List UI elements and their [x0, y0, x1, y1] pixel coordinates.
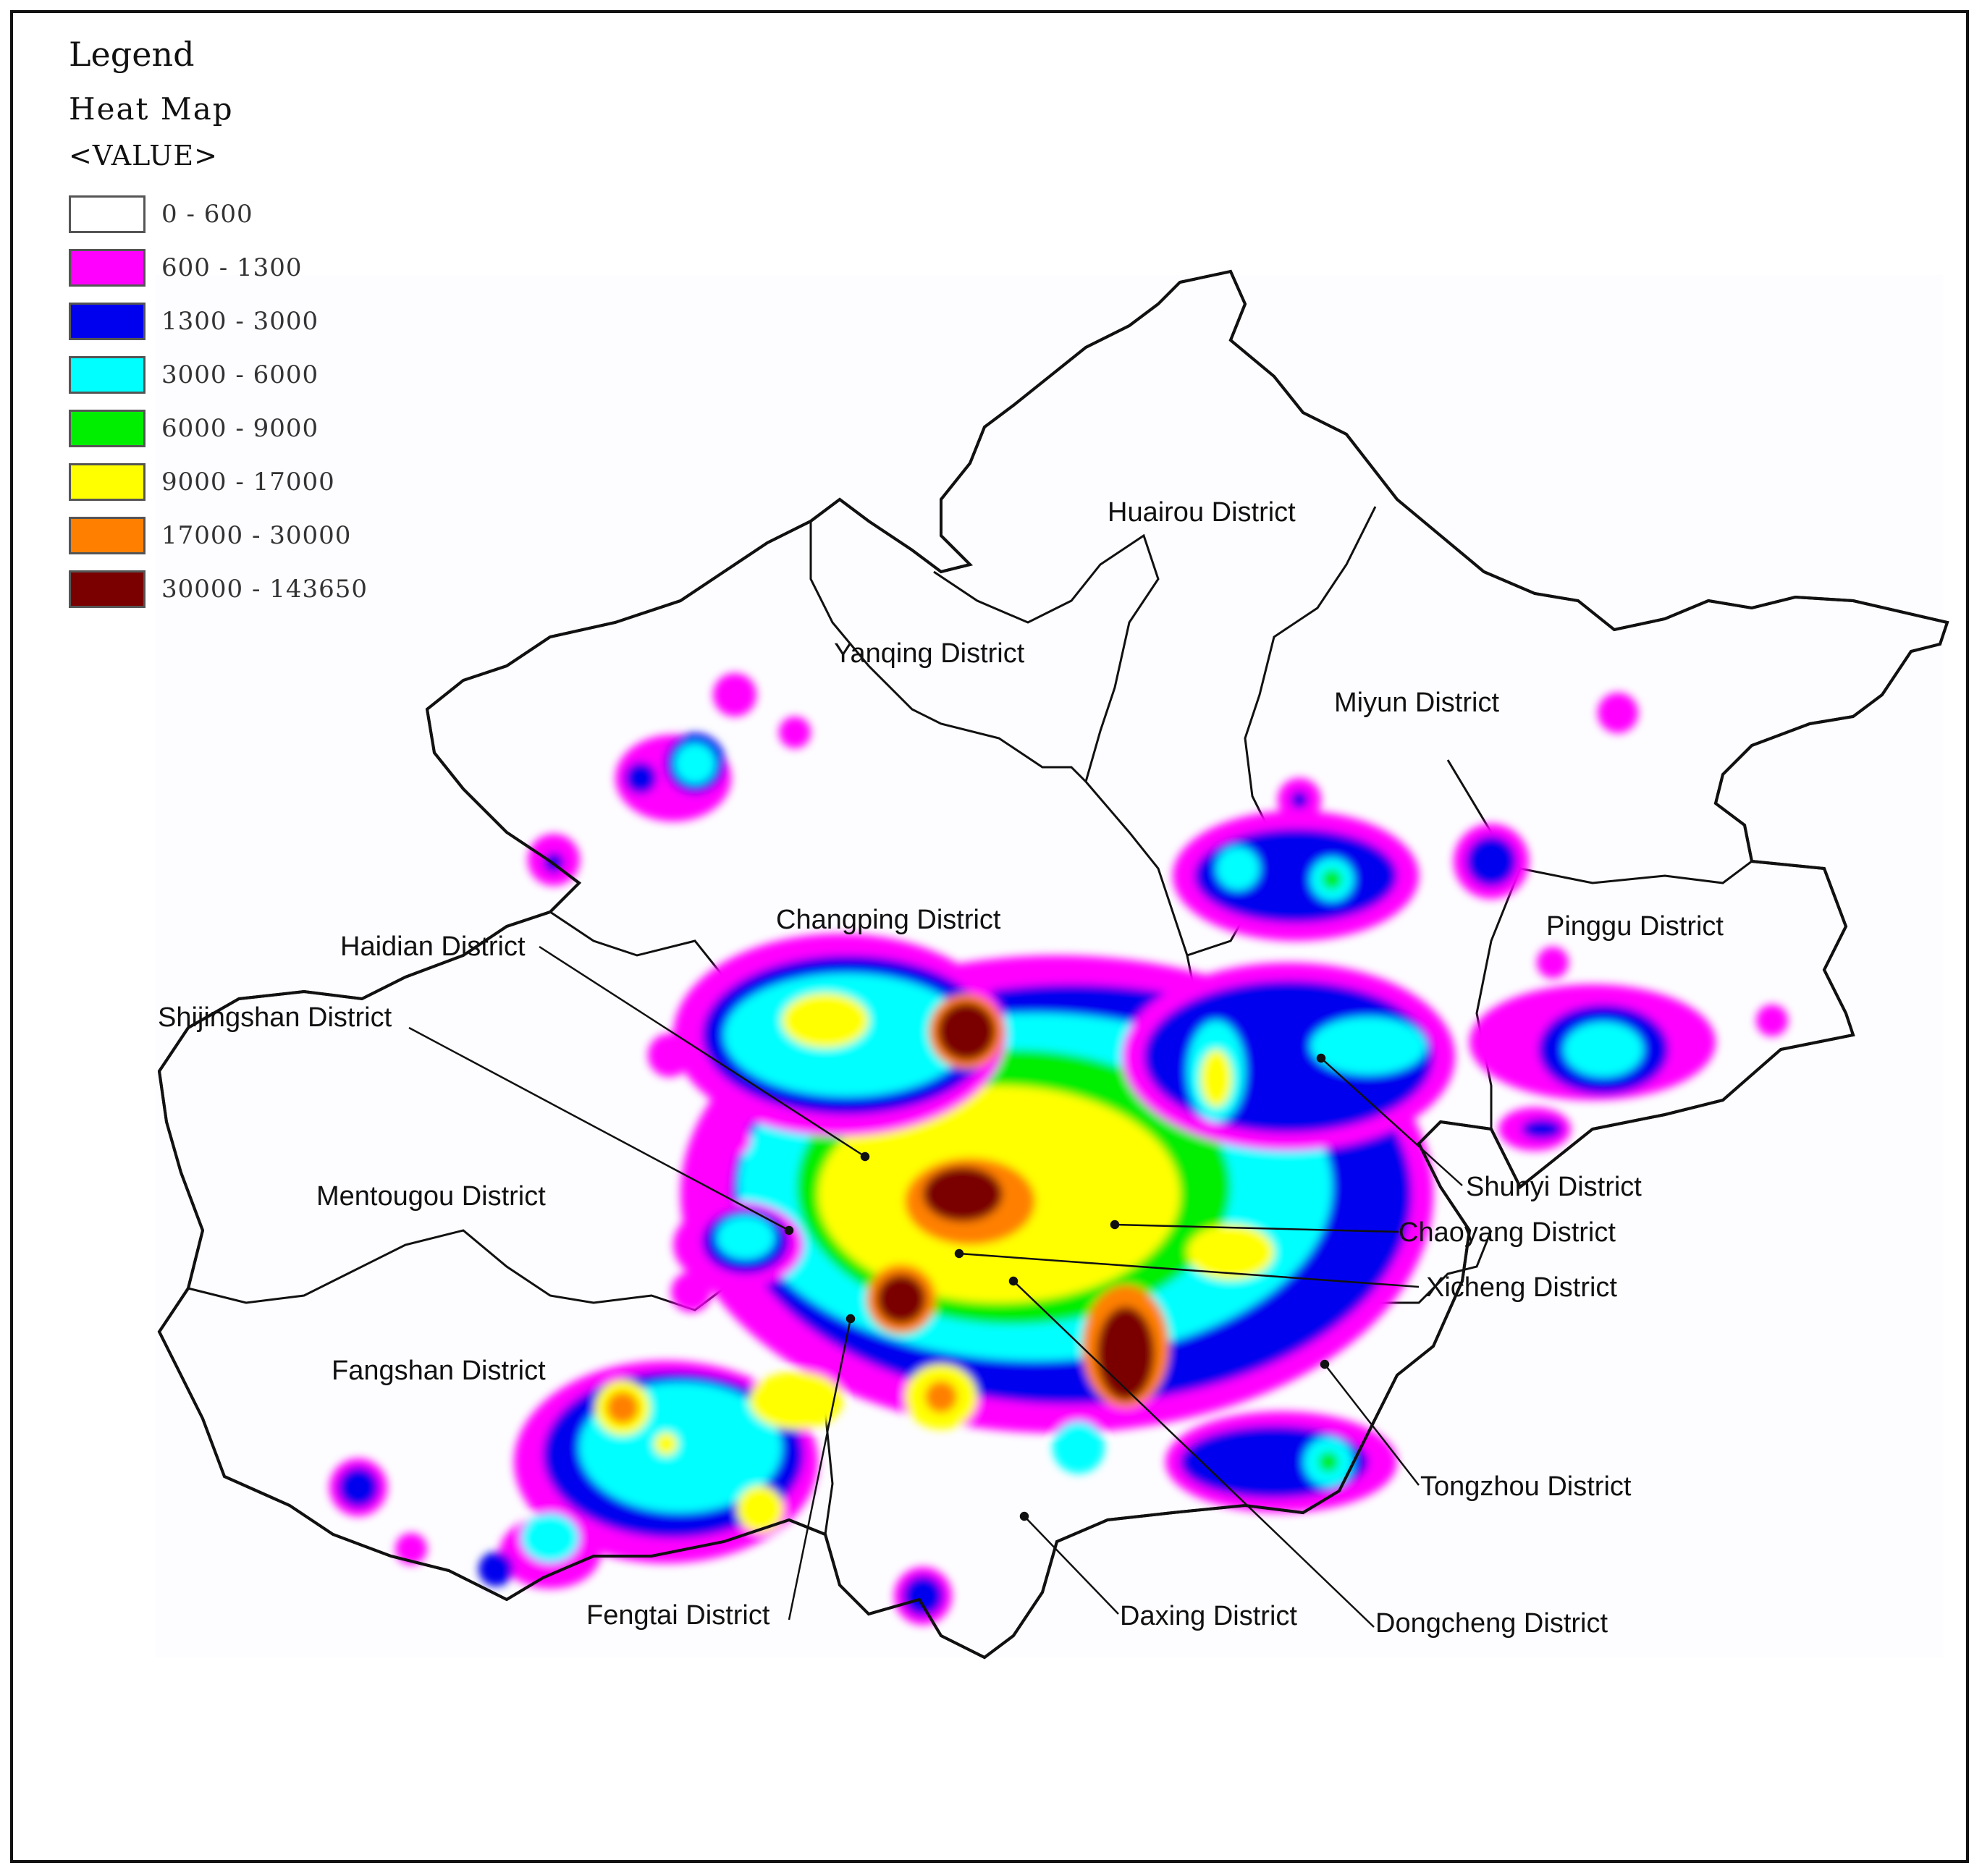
legend-classes: 0 - 600 600 - 1300 1300 - 3000 3000 - 6000 6…: [69, 187, 368, 616]
legend-swatch: [69, 463, 146, 501]
label-fangshan: Fangshan District: [332, 1356, 546, 1386]
label-tongzhou: Tongzhou District: [1420, 1471, 1632, 1502]
label-dongcheng: Dongcheng District: [1375, 1608, 1608, 1639]
legend-swatch: [69, 570, 146, 608]
label-shijingshan: Shijingshan District: [158, 1002, 392, 1033]
district-labels: Huairou District Yanqing District Miyun …: [158, 497, 1724, 1639]
legend-subtitle: Heat Map: [69, 91, 234, 127]
legend-label: 6000 - 9000: [161, 414, 319, 443]
legend-label: 30000 - 143650: [161, 575, 368, 604]
legend-row: 600 - 1300: [69, 241, 368, 295]
legend-row: 17000 - 30000: [69, 509, 368, 562]
legend-label: 9000 - 17000: [161, 468, 335, 497]
label-haidian: Haidian District: [340, 931, 526, 962]
legend-label: 3000 - 6000: [161, 360, 319, 389]
legend-swatch: [69, 517, 146, 554]
label-miyun: Miyun District: [1334, 688, 1499, 718]
label-fengtai: Fengtai District: [586, 1600, 770, 1631]
label-chaoyang: Chaoyang District: [1399, 1217, 1616, 1248]
legend-label: 17000 - 30000: [161, 521, 352, 550]
heat-layer: [329, 673, 1788, 1625]
legend-label: 0 - 600: [161, 200, 253, 229]
legend-row: 9000 - 17000: [69, 455, 368, 509]
legend-swatch: [69, 303, 146, 340]
legend-row: 6000 - 9000: [69, 402, 368, 455]
legend-row: 3000 - 6000: [69, 348, 368, 402]
label-huairou: Huairou District: [1108, 497, 1296, 528]
label-xicheng: Xicheng District: [1426, 1272, 1617, 1303]
legend-row: 0 - 600: [69, 187, 368, 241]
label-mentougou: Mentougou District: [316, 1181, 546, 1212]
legend-field: <VALUE>: [69, 140, 218, 172]
label-changping: Changping District: [776, 905, 1001, 935]
label-yanqing: Yanqing District: [834, 638, 1025, 669]
label-daxing: Daxing District: [1120, 1601, 1297, 1631]
legend-label: 1300 - 3000: [161, 307, 319, 336]
leader-lines: [408, 945, 1463, 1628]
label-pinggu: Pinggu District: [1546, 911, 1724, 942]
legend-swatch: [69, 195, 146, 233]
legend: Legend Heat Map <VALUE> 0 - 600 600 - 130…: [69, 35, 368, 616]
legend-title: Legend: [69, 35, 195, 74]
legend-swatch: [69, 249, 146, 287]
legend-label: 600 - 1300: [161, 253, 303, 282]
beijing-boundary-top: [157, 269, 1949, 1660]
legend-row: 1300 - 3000: [69, 295, 368, 348]
legend-swatch: [69, 356, 146, 394]
legend-swatch: [69, 410, 146, 447]
label-shunyi: Shunyi District: [1466, 1172, 1642, 1202]
legend-row: 30000 - 143650: [69, 562, 368, 616]
